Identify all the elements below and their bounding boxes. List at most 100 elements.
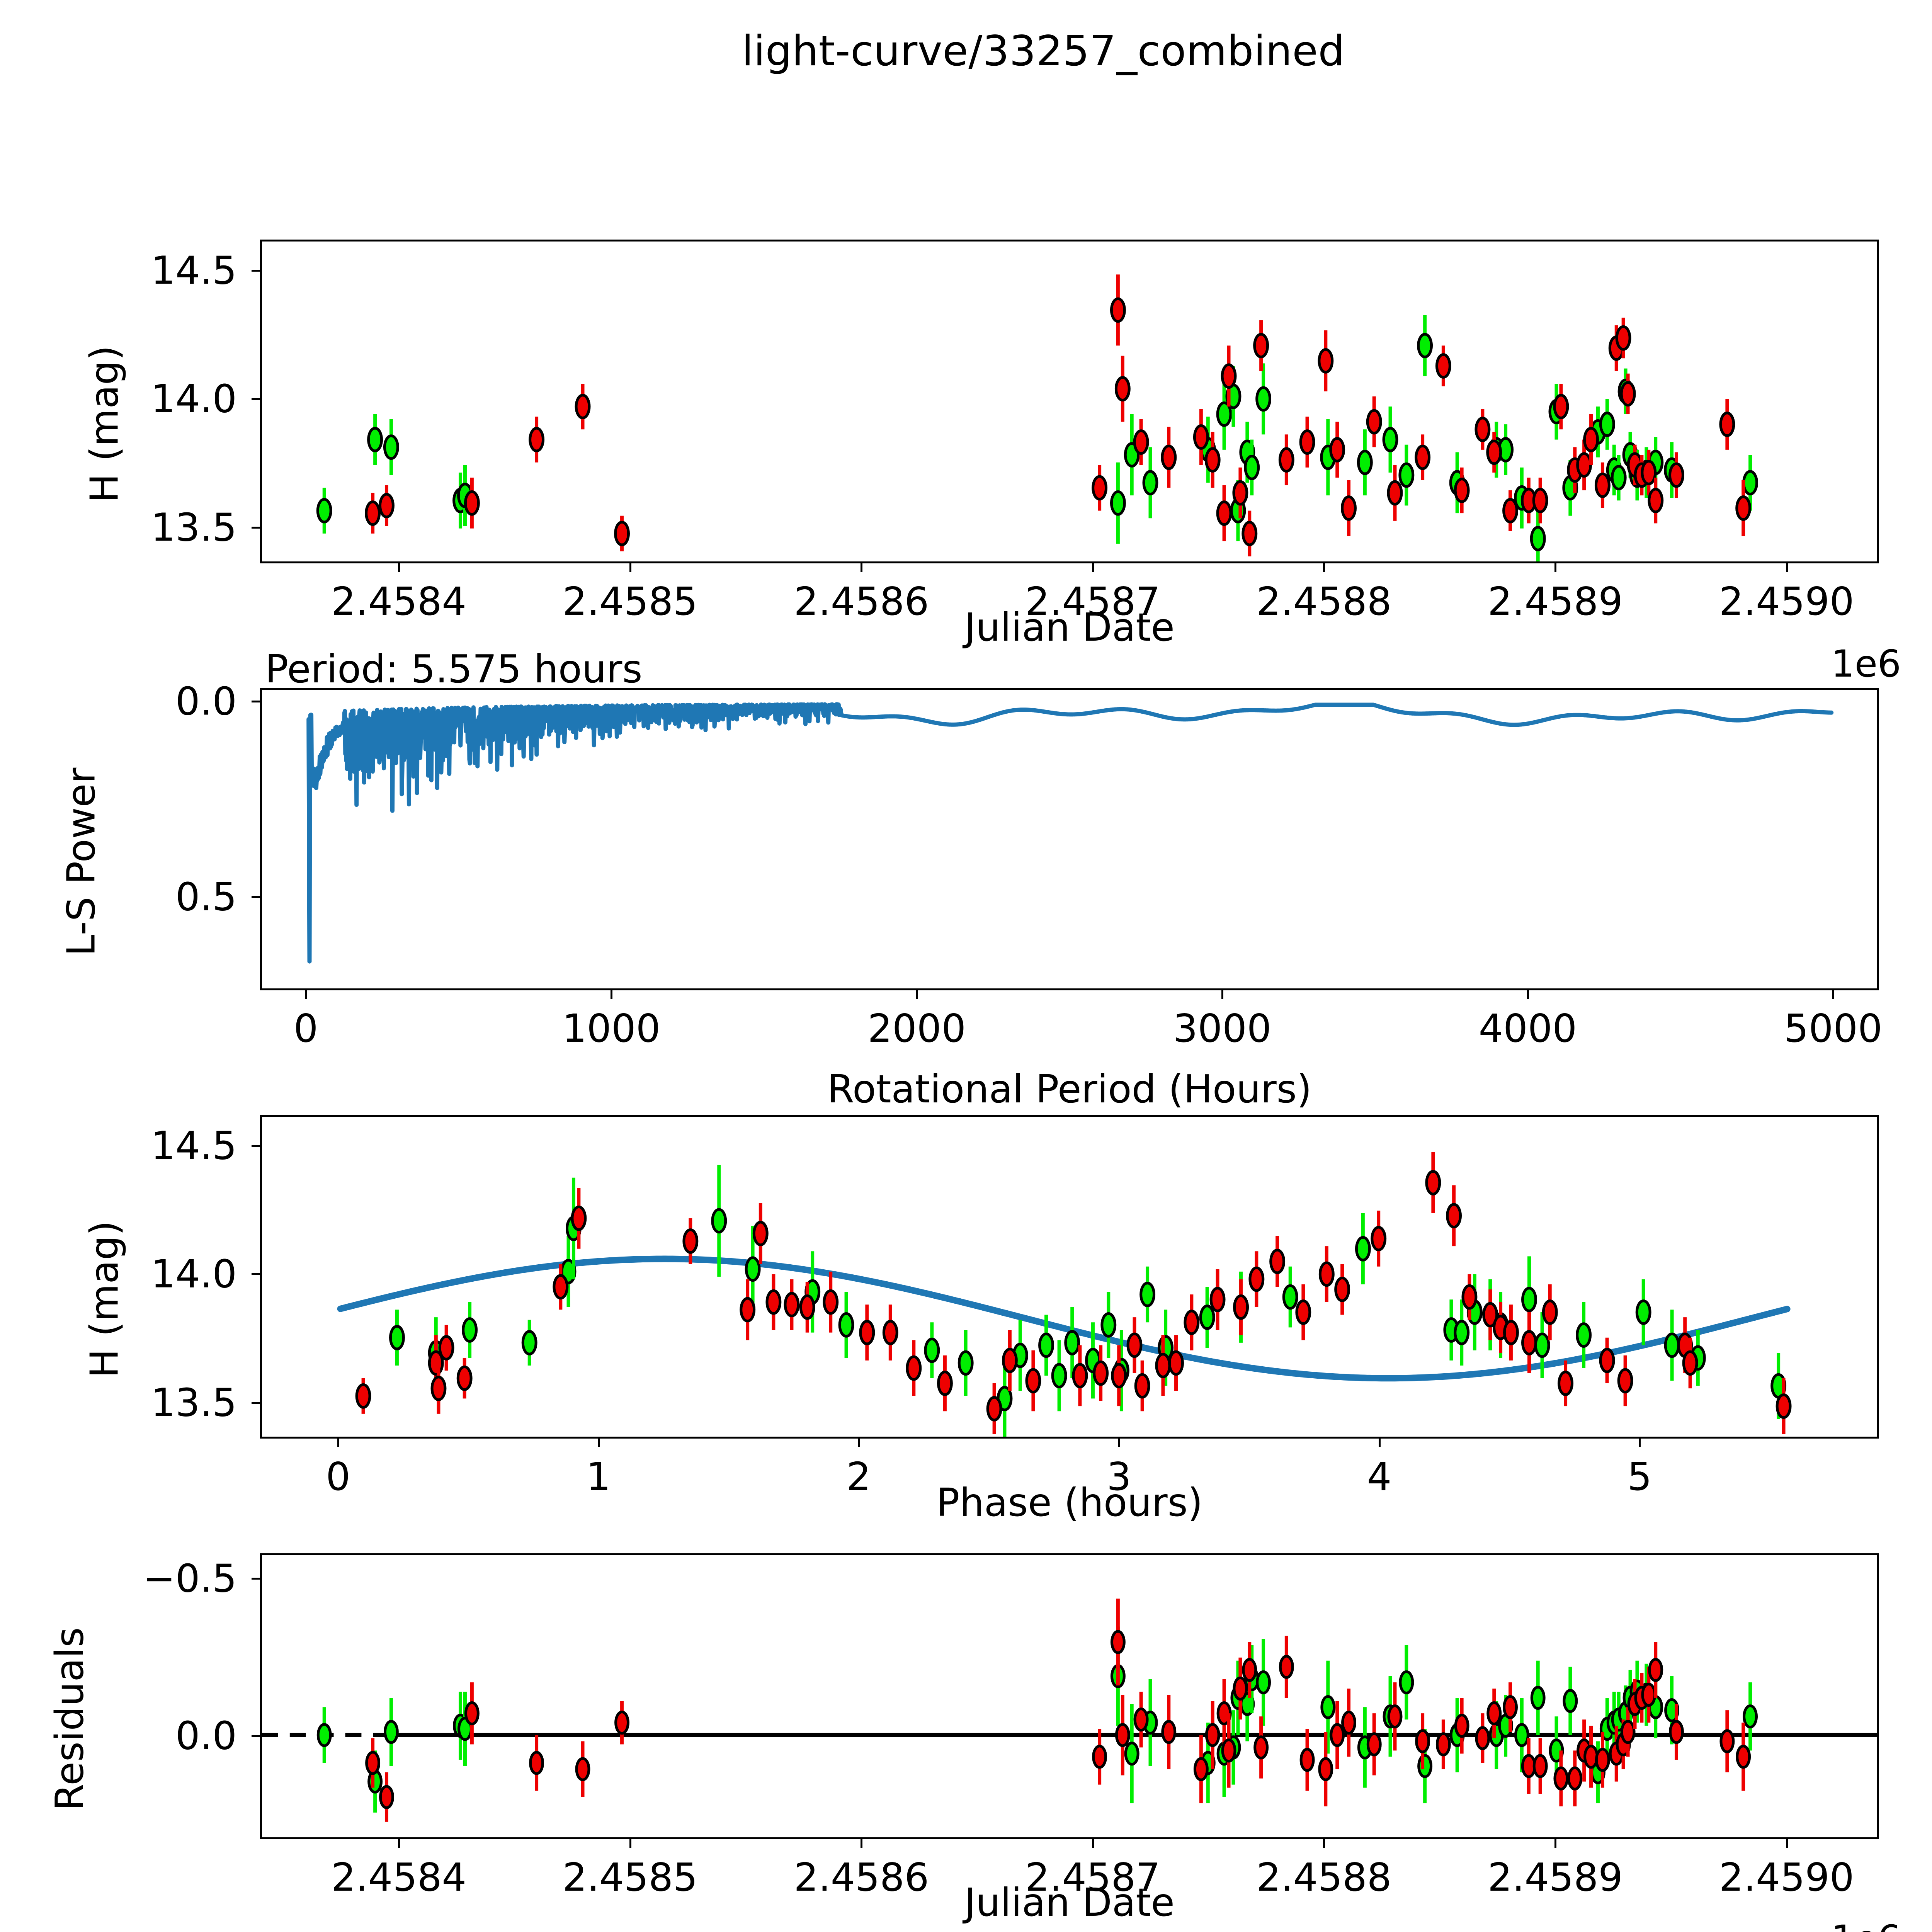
pgram-xticks-item: 2000 [867, 1006, 966, 1051]
data-point [1599, 412, 1615, 437]
data-point [1735, 495, 1752, 521]
resid-xticks-item: 2.4584 [331, 1855, 467, 1900]
pgram-xticks-tick [611, 990, 613, 999]
data-point [1051, 1363, 1067, 1389]
data-point [1475, 417, 1491, 442]
data-point [464, 1701, 480, 1726]
data-point [1282, 1284, 1298, 1310]
phase-xticks-tick [1378, 1439, 1381, 1447]
raw-yticks-item: 13.5 [151, 505, 237, 550]
periodogram-y-axis-label: L-S Power [58, 767, 104, 956]
data-point [711, 1208, 727, 1234]
pgram-yticks-tick [252, 701, 260, 703]
data-point [1299, 1748, 1315, 1772]
series-red [365, 1599, 1751, 1822]
data-point [1126, 1332, 1143, 1358]
data-point [1038, 1332, 1054, 1358]
data-point [1617, 1368, 1633, 1394]
phase-xticks-tick [858, 1439, 860, 1447]
data-point [1475, 1726, 1490, 1750]
data-point [1320, 1695, 1336, 1719]
data-point [1341, 1711, 1356, 1735]
raw-x-offset-label: 1e6 [1831, 642, 1901, 685]
phase-xticks-item: 2 [846, 1454, 871, 1499]
data-point [1576, 452, 1592, 478]
data-point [1521, 1330, 1537, 1355]
pgram-xticks-tick [916, 990, 918, 999]
data-point [1193, 1757, 1209, 1781]
data-point [1615, 325, 1631, 351]
data-point [1583, 427, 1599, 452]
data-point [1244, 455, 1260, 480]
phase-xticks-item: 1 [586, 1454, 611, 1499]
raw-data-layer [316, 274, 1759, 561]
data-point [1620, 381, 1636, 407]
data-point [1133, 429, 1149, 455]
phase-xticks-tick [337, 1439, 340, 1447]
data-point [906, 1355, 922, 1381]
data-point [1355, 1236, 1371, 1262]
data-point [1435, 1732, 1451, 1757]
resid-xticks-item: 2.4588 [1256, 1855, 1392, 1900]
data-point [1221, 1738, 1236, 1763]
data-point [1093, 1360, 1109, 1386]
data-point [571, 1206, 587, 1231]
data-point [1669, 1720, 1684, 1744]
resid-yticks-item: −0.5 [143, 1556, 237, 1601]
data-point [1161, 1720, 1177, 1744]
data-point [1435, 353, 1451, 379]
data-point [1168, 1350, 1184, 1376]
data-point [1736, 1745, 1751, 1769]
phase-xticks-item: 5 [1627, 1454, 1652, 1499]
residuals-y-axis-label: Residuals [47, 1627, 92, 1811]
phase-yticks-tick [252, 1401, 260, 1404]
data-point [1155, 1353, 1171, 1378]
data-point [316, 1723, 332, 1747]
data-point [1330, 1723, 1345, 1747]
phase-yticks-item: 13.5 [151, 1380, 237, 1425]
data-point [1092, 1745, 1107, 1769]
data-point [1553, 1766, 1569, 1791]
resid-xticks-item: 2.4587 [1025, 1855, 1160, 1900]
resid-xticks-tick [1323, 1839, 1325, 1848]
resid-yticks-tick [252, 1578, 260, 1580]
raw-xticks-item: 2.4589 [1488, 579, 1623, 624]
data-point [1417, 1754, 1433, 1778]
data-point [1184, 1310, 1200, 1335]
resid-xticks-tick [1786, 1839, 1788, 1848]
data-point [1387, 480, 1403, 506]
phase-yticks-tick [252, 1273, 260, 1276]
data-point [1199, 1304, 1215, 1330]
data-point [464, 490, 480, 516]
data-point [1209, 1287, 1226, 1312]
raw-xticks-item: 2.4590 [1719, 579, 1854, 624]
data-point [355, 1383, 371, 1409]
pgram-xticks-item: 5000 [1784, 1006, 1883, 1051]
data-point [937, 1371, 953, 1396]
raw-x-axis-label: Julian Date [964, 605, 1175, 650]
data-point [553, 1274, 569, 1300]
data-point [1278, 447, 1294, 473]
data-point [365, 1751, 381, 1775]
data-point [1299, 429, 1315, 455]
residuals-x-axis-label: Julian Date [964, 1880, 1175, 1925]
resid-yticks-item: 0.0 [175, 1713, 237, 1759]
resid-xticks-tick [1554, 1839, 1556, 1848]
data-point [1242, 1658, 1257, 1682]
raw-xticks-tick [1092, 563, 1094, 572]
data-point [740, 1297, 756, 1323]
pgram-xticks-item: 3000 [1173, 1006, 1272, 1051]
data-point [1025, 1368, 1041, 1394]
data-point [1204, 447, 1221, 473]
data-point [1205, 1723, 1220, 1747]
data-point [1092, 475, 1108, 501]
panel-residuals [260, 1553, 1879, 1839]
data-point [1567, 1766, 1583, 1791]
data-point [1253, 333, 1269, 359]
data-point [1534, 1332, 1550, 1358]
panel-raw-light-curve [260, 240, 1879, 563]
plot-area-raw [262, 242, 1877, 561]
data-point [752, 1221, 769, 1247]
data-point [575, 1757, 590, 1781]
data-point [1072, 1363, 1088, 1389]
